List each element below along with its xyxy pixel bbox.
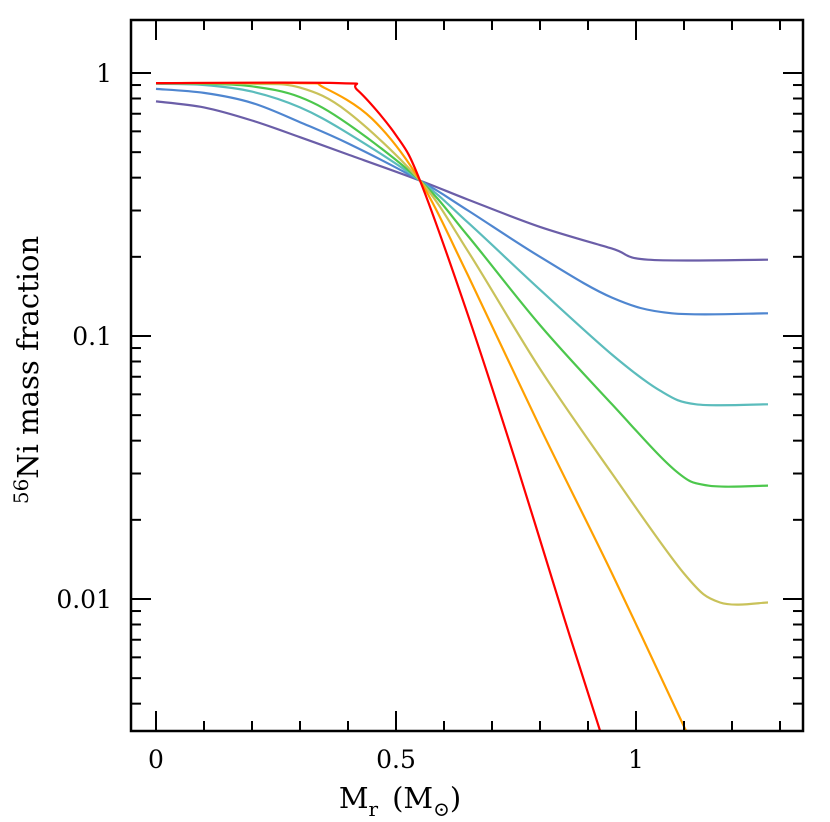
y-axis-title: 56Ni mass fraction bbox=[9, 236, 45, 504]
x-tick-label: 0 bbox=[148, 745, 164, 774]
x-tick-label: 0.5 bbox=[376, 745, 416, 774]
y-tick-label: 1 bbox=[96, 59, 112, 88]
x-axis-title: Mr (M⊙) bbox=[339, 781, 461, 821]
series-line-curve-1 bbox=[155, 100, 769, 262]
axis-ticks bbox=[131, 20, 803, 731]
plot-frame bbox=[129, 18, 805, 733]
series-line-curve-5 bbox=[155, 82, 769, 606]
y-tick-label: 0.01 bbox=[56, 585, 112, 614]
series-line-curve-4 bbox=[155, 82, 769, 488]
series-line-curve-7 bbox=[155, 81, 602, 731]
series-line-curve-2 bbox=[155, 87, 769, 316]
tick-labels: 0 0.5 1 1 0.1 0.01 bbox=[56, 59, 644, 774]
series-lines bbox=[155, 81, 769, 731]
series-line-curve-3 bbox=[155, 82, 769, 407]
y-tick-label: 0.1 bbox=[72, 322, 112, 351]
x-tick-label: 1 bbox=[628, 745, 644, 774]
